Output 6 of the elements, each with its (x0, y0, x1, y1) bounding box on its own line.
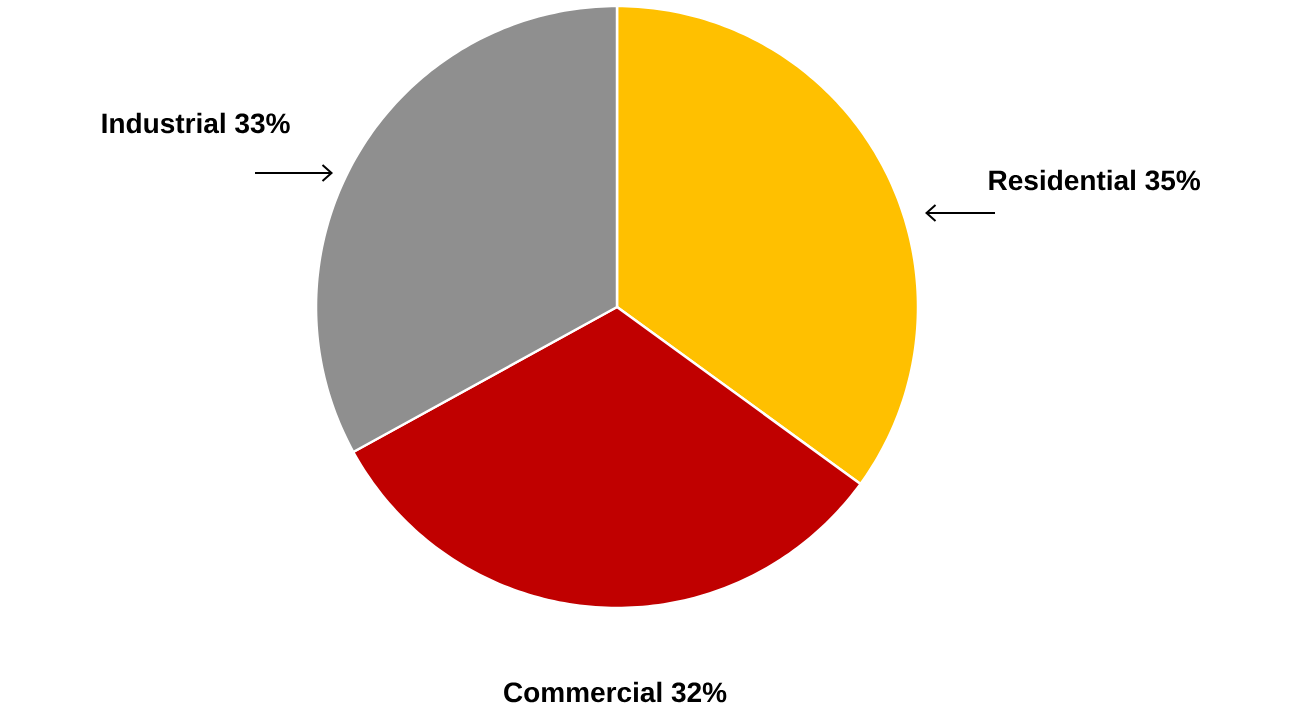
slice-label: Commercial (504, 681, 662, 703)
slice-label: Residential (989, 169, 1135, 191)
data-label: 33% (235, 113, 290, 134)
data-label: 32% (671, 682, 727, 703)
data-label: 35% (1145, 170, 1200, 191)
slice-label: Industrial (102, 112, 225, 134)
